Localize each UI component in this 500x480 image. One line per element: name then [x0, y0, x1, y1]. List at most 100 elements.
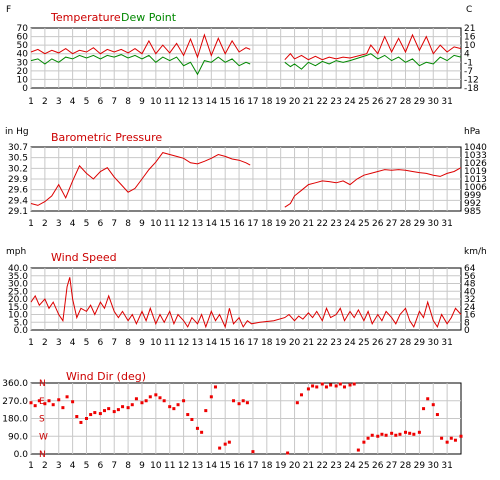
- y-right-tick-label: 24: [464, 303, 476, 313]
- y-right-tick-label: -7: [464, 67, 473, 77]
- compass-tick-label: E: [39, 397, 45, 407]
- x-tick-label: 15: [219, 338, 230, 348]
- y-right-tick-label: 8: [464, 318, 470, 328]
- y-right-tick-label: 1006: [464, 183, 487, 193]
- x-tick-label: 25: [358, 219, 369, 229]
- series-line-temperature: [284, 33, 462, 61]
- y-left-tick-label: 50: [17, 41, 29, 51]
- wind-dir-point: [98, 412, 102, 416]
- x-tick-label: 7: [111, 97, 117, 107]
- wind-dir-point: [311, 384, 315, 388]
- wind-dir-point: [320, 382, 324, 386]
- x-tick-label: 27: [386, 97, 397, 107]
- x-tick-label: 26: [372, 97, 384, 107]
- x-tick-label: 26: [372, 461, 384, 471]
- wind-dir-point: [223, 442, 227, 446]
- x-tick-label: 13: [192, 219, 203, 229]
- wind-dir-point: [315, 385, 319, 389]
- wind-dir-point: [112, 410, 116, 414]
- y-left-tick-label: 40.0: [8, 264, 28, 274]
- wind-dir-point: [75, 415, 79, 419]
- x-tick-label: 12: [178, 461, 189, 471]
- x-tick-label: 10: [150, 338, 162, 348]
- wind-dir-point: [295, 401, 299, 405]
- y-left-tick-label: 40: [17, 50, 29, 60]
- x-tick-label: 8: [125, 338, 131, 348]
- y-left-tick-label: 29.9: [8, 175, 28, 185]
- x-tick-label: 30: [428, 97, 440, 107]
- x-tick-label: 18: [261, 97, 273, 107]
- y-left-tick-label: 25.0: [8, 287, 28, 297]
- wind-dir-point: [37, 399, 41, 403]
- x-tick-label: 25: [358, 97, 369, 107]
- wind-dir-point: [204, 409, 208, 413]
- y-left-tick-label: 20.0: [8, 295, 28, 305]
- x-tick-label: 20: [289, 461, 301, 471]
- x-tick-label: 14: [206, 219, 218, 229]
- wind-dir-point: [431, 403, 435, 407]
- wind-dir-point: [57, 398, 61, 402]
- y-right-tick-label: 1040: [464, 143, 487, 153]
- wind-dir-plot-area: 1 2 3 4 5 6 7 8 9 10 11 12 13 14 15 16 17 18 19 20 21 22 23 24 2…: [2, 379, 463, 471]
- y-left-tick-label: 29.1: [8, 207, 28, 217]
- wind-dir-point: [398, 432, 402, 436]
- x-tick-label: 9: [139, 219, 145, 229]
- y-left-tick-label: 0: [22, 84, 28, 94]
- x-tick-label: 2: [42, 461, 48, 471]
- x-tick-label: 5: [84, 219, 90, 229]
- x-tick-label: 19: [275, 338, 287, 348]
- compass-tick-label: W: [39, 432, 48, 442]
- wind-dir-point: [241, 399, 245, 403]
- wind-dir-point: [126, 406, 130, 410]
- wind-dir-point: [154, 393, 158, 397]
- x-tick-label: 8: [125, 461, 131, 471]
- temperature-right-unit: C: [466, 5, 472, 15]
- x-tick-label: 26: [372, 219, 384, 229]
- y-right-tick-label: 40: [464, 287, 476, 297]
- wind-dir-point: [390, 431, 394, 435]
- x-tick-label: 6: [97, 461, 103, 471]
- y-right-tick-label: 16: [464, 311, 476, 321]
- wind-dir-point: [103, 409, 107, 413]
- x-tick-label: 23: [330, 338, 341, 348]
- pressure-right-unit: hPa: [464, 127, 480, 137]
- wind-dir-point: [116, 408, 120, 412]
- wind-dir-point: [144, 399, 148, 403]
- y-right-tick-label: 1026: [464, 159, 487, 169]
- compass-tick-label: N: [39, 450, 46, 460]
- y-right-tick-label: -1: [464, 58, 473, 68]
- x-tick-label: 3: [56, 461, 62, 471]
- x-tick-label: 31: [441, 461, 452, 471]
- x-tick-label: 16: [233, 219, 245, 229]
- x-tick-label: 14: [206, 97, 218, 107]
- x-tick-label: 14: [206, 461, 218, 471]
- x-tick-label: 20: [289, 97, 301, 107]
- wind-dir-point: [107, 407, 111, 411]
- wind-dir-point: [370, 433, 374, 437]
- x-tick-label: 13: [192, 461, 203, 471]
- y-left-tick-label: 270.0: [2, 397, 28, 407]
- wind-dir-point: [172, 407, 176, 411]
- x-tick-label: 6: [97, 97, 103, 107]
- x-tick-label: 24: [344, 461, 356, 471]
- y-right-tick-label: 10: [464, 41, 476, 51]
- wind-dir-point: [84, 417, 88, 420]
- x-tick-label: 23: [330, 461, 341, 471]
- x-tick-label: 27: [386, 461, 397, 471]
- wind-dir-point: [209, 395, 213, 399]
- x-tick-label: 8: [125, 97, 131, 107]
- x-tick-label: 16: [233, 461, 245, 471]
- wind-dir-point: [334, 384, 338, 388]
- y-right-tick-label: 1019: [464, 167, 487, 177]
- wind-dir-point: [130, 403, 134, 407]
- x-tick-label: 22: [317, 97, 328, 107]
- y-left-tick-label: 29.4: [8, 196, 28, 206]
- y-left-tick-label: 0.0: [14, 450, 29, 460]
- x-tick-label: 31: [441, 97, 452, 107]
- x-tick-label: 9: [139, 338, 145, 348]
- y-left-tick-label: 10.0: [8, 311, 28, 321]
- x-tick-label: 19: [275, 461, 287, 471]
- y-right-tick-label: 4: [464, 50, 470, 60]
- compass-tick-label: N: [39, 379, 46, 389]
